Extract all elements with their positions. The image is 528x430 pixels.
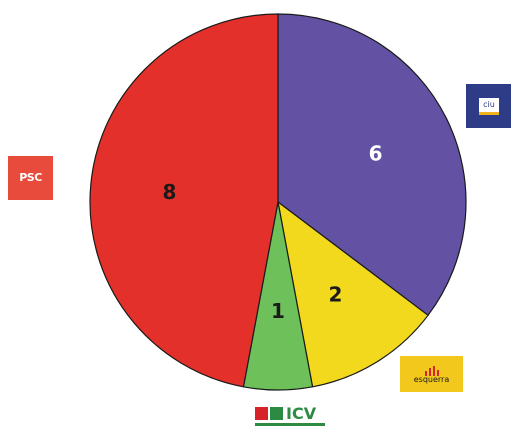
ciu-logo: ciu — [466, 84, 511, 128]
icv-logo-square-red — [255, 407, 268, 420]
pie-slice-ciu — [277, 13, 467, 316]
erc-logo: esquerra — [400, 356, 463, 392]
psc-logo: PSC — [8, 156, 53, 200]
icv-logo-square-green — [270, 407, 283, 420]
slice-label-icv: 1 — [271, 299, 285, 323]
icv-logo-bar — [255, 423, 325, 426]
psc-logo-text: PSC — [19, 171, 42, 184]
pie-slice-psc — [89, 13, 279, 388]
pie-slice-erc — [277, 201, 429, 388]
ciu-logo-text: ciu — [479, 98, 499, 112]
icv-logo: ICV — [253, 401, 328, 428]
erc-logo-mark-icon — [425, 366, 439, 376]
ciu-logo-bar — [479, 112, 499, 115]
pie-slice-labels: 6 2 1 8 — [162, 141, 382, 323]
slice-label-erc: 2 — [328, 283, 342, 307]
erc-logo-text: esquerra — [413, 375, 450, 384]
pie-slices — [89, 13, 467, 391]
slice-label-ciu: 6 — [369, 141, 383, 165]
icv-logo-text: ICV — [286, 404, 317, 423]
slice-label-psc: 8 — [162, 180, 176, 204]
